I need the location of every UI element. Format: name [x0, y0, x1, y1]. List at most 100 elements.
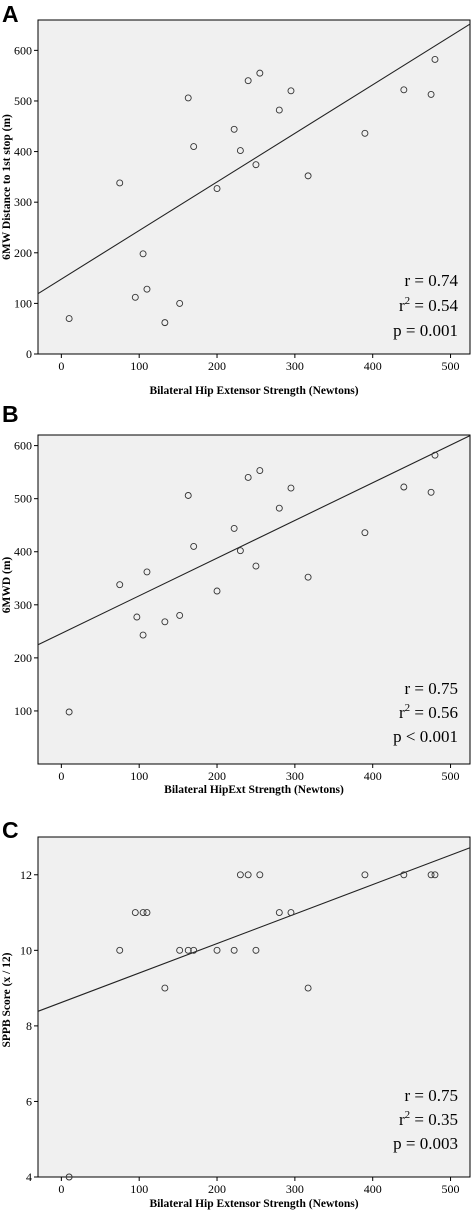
- stat-p: p < 0.001: [393, 727, 458, 746]
- data-point: [176, 611, 184, 619]
- stat-r: r = 0.75: [405, 679, 459, 698]
- data-point: [361, 129, 369, 137]
- y-tick-label: 0: [26, 347, 32, 361]
- x-tick-label: 300: [286, 769, 304, 783]
- y-tick-label: 500: [14, 94, 32, 108]
- stat-r: r = 0.75: [405, 1086, 459, 1105]
- data-point: [256, 871, 264, 879]
- y-tick-label: 6: [26, 1094, 32, 1108]
- x-tick-label: 0: [58, 1182, 64, 1196]
- data-point: [252, 161, 260, 169]
- data-point: [275, 504, 283, 512]
- data-point: [304, 573, 312, 581]
- x-tick-label: 200: [208, 359, 226, 373]
- data-point: [131, 909, 139, 917]
- data-point: [213, 946, 221, 954]
- data-point: [244, 77, 252, 85]
- stats-annotation: r = 0.75 r2 = 0.35 p = 0.003: [393, 1086, 458, 1153]
- panel-b-chart: B 0 100 200 300 400 500 100 200 300 400 500 600 Bi…: [1, 401, 471, 796]
- data-point: [400, 871, 408, 879]
- data-point: [256, 69, 264, 77]
- data-point: [361, 871, 369, 879]
- data-point: [213, 185, 221, 192]
- y-tick-label: 500: [14, 492, 32, 506]
- stat-r2-value: = 0.54: [410, 296, 458, 315]
- stat-r2-prefix: r: [399, 1110, 405, 1129]
- data-point: [139, 631, 147, 639]
- data-point: [116, 581, 124, 589]
- y-tick-label: 100: [14, 296, 32, 310]
- data-point: [427, 90, 435, 98]
- data-point: [244, 871, 252, 879]
- x-tick-label: 100: [130, 1182, 148, 1196]
- x-axis-label: Bilateral HipExt Strength (Newtons): [164, 784, 344, 796]
- stat-r: r = 0.74: [405, 271, 459, 290]
- stat-p: p = 0.003: [393, 1134, 458, 1153]
- data-point: [161, 319, 169, 327]
- data-point: [275, 106, 283, 114]
- stat-r2-exponent: 2: [405, 1109, 411, 1121]
- x-tick-label: 500: [442, 359, 460, 373]
- data-point: [131, 293, 139, 301]
- data-point: [143, 909, 151, 917]
- data-point: [400, 86, 408, 94]
- data-point: [213, 587, 221, 595]
- data-point: [190, 143, 198, 150]
- stat-r-squared: r2 = 0.54: [399, 295, 459, 315]
- data-point: [176, 299, 184, 307]
- data-point: [65, 1173, 73, 1181]
- y-tick-label: 300: [14, 598, 32, 612]
- data-point: [236, 871, 244, 879]
- fit-line: [37, 23, 471, 295]
- fit-line: [37, 435, 471, 646]
- data-point: [230, 524, 238, 532]
- data-point: [287, 484, 295, 492]
- x-tick-label: 0: [58, 769, 64, 783]
- data-point: [184, 94, 192, 102]
- data-point: [161, 984, 169, 992]
- stat-p: p = 0.001: [393, 321, 458, 340]
- data-point: [287, 909, 295, 917]
- data-point: [252, 562, 260, 570]
- data-point: [190, 946, 198, 954]
- stat-r2-exponent: 2: [405, 295, 411, 307]
- data-point: [304, 172, 312, 180]
- data-point: [275, 909, 283, 917]
- data-point: [133, 613, 141, 621]
- data-point: [236, 547, 244, 555]
- x-tick-label: 500: [442, 769, 460, 783]
- data-point: [143, 285, 151, 293]
- data-point: [431, 451, 439, 459]
- y-tick-label: 200: [14, 246, 32, 260]
- y-tick-label: 8: [26, 1019, 32, 1033]
- x-tick-label: 100: [130, 769, 148, 783]
- x-axis-label: Bilateral Hip Extensor Strength (Newtons…: [149, 1198, 358, 1210]
- data-point: [143, 568, 151, 576]
- x-axis-label: Bilateral Hip Extensor Strength (Newtons…: [149, 385, 358, 397]
- data-point: [184, 946, 192, 954]
- data-point: [252, 946, 260, 954]
- plot-area: [37, 836, 471, 1178]
- panel-a-chart: A 0 100 200 300 400 500 0 100 200 300 400 500 600 B…: [1, 1, 471, 397]
- plot-area: [37, 19, 471, 355]
- y-tick-label: 200: [14, 651, 32, 665]
- data-point: [427, 871, 435, 879]
- data-point: [230, 125, 238, 133]
- stat-r2-value: = 0.35: [410, 1110, 458, 1129]
- y-tick-label: 4: [26, 1170, 32, 1184]
- x-tick-label: 100: [130, 359, 148, 373]
- data-point: [176, 946, 184, 954]
- data-point: [65, 708, 73, 716]
- y-tick-label: 12: [20, 868, 32, 882]
- data-point: [256, 467, 264, 475]
- data-point: [161, 618, 169, 626]
- y-tick-label: 400: [14, 145, 32, 159]
- stat-r2-value: = 0.56: [410, 703, 458, 722]
- data-point: [427, 488, 435, 496]
- stat-r2-prefix: r: [399, 703, 405, 722]
- x-tick-label: 400: [364, 359, 382, 373]
- data-point: [400, 483, 408, 491]
- data-point: [139, 250, 147, 258]
- data-point: [230, 946, 238, 954]
- y-tick-label: 300: [14, 195, 32, 209]
